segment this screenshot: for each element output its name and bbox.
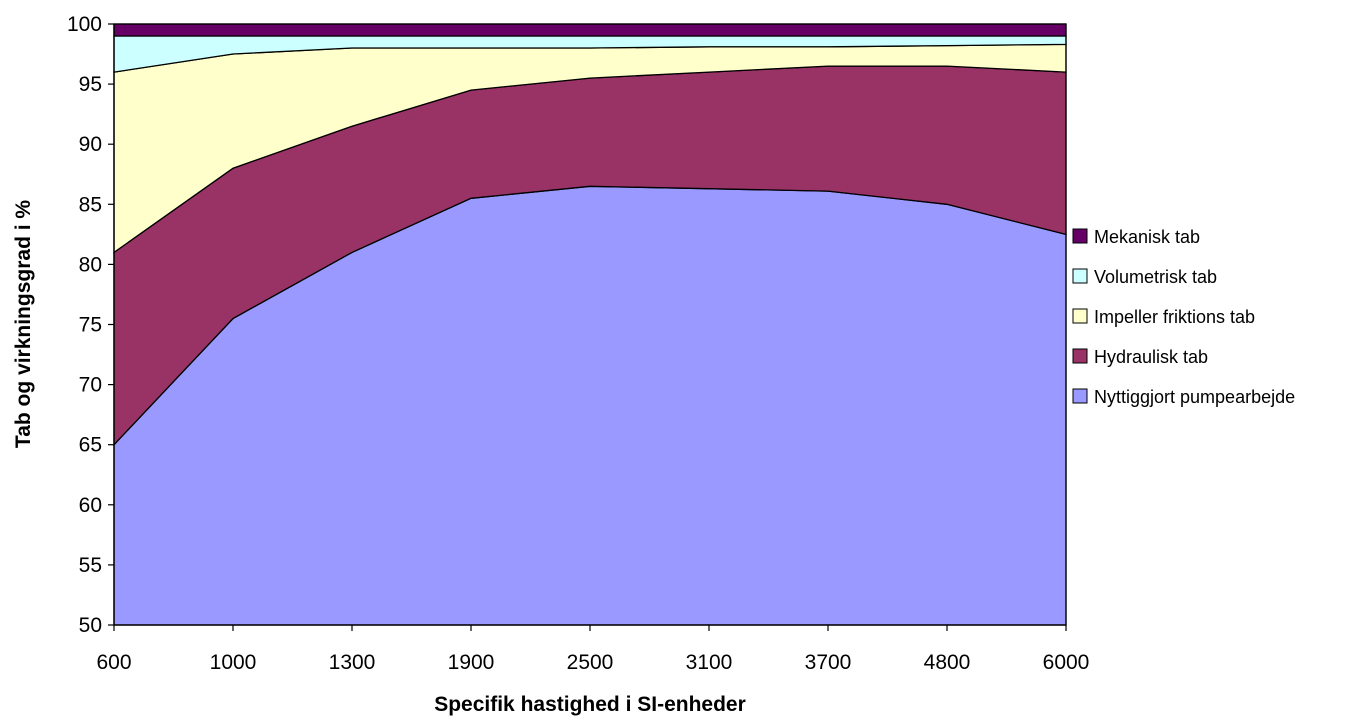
- legend-item-hydraulisk-tab: Hydraulisk tab: [1072, 347, 1208, 367]
- y-tick-label: 100: [67, 13, 102, 36]
- area-layers: [113, 23, 1067, 626]
- area-mekanisk-tab: [113, 23, 1067, 37]
- legend-label: Volumetrisk tab: [1094, 267, 1217, 287]
- x-tick-label: 2500: [567, 651, 614, 674]
- legend-swatch: [1072, 228, 1088, 244]
- x-tick-label: 600: [96, 651, 131, 674]
- legend-swatch: [1072, 308, 1088, 324]
- y-tick-label: 80: [79, 253, 102, 276]
- tick-labels: 50 55 60 65 70 75 80 85 90 95 100 600 1000 1300 1900 25…: [67, 13, 1089, 674]
- legend-item-impeller-friktions-tab: Impeller friktions tab: [1072, 307, 1255, 327]
- y-tick-label: 65: [79, 434, 102, 457]
- x-tick-label: 1900: [448, 651, 495, 674]
- legend-item-volumetrisk-tab: Volumetrisk tab: [1072, 267, 1217, 287]
- y-tick-label: 55: [79, 554, 102, 577]
- y-tick-label: 50: [79, 614, 102, 637]
- y-tick-label: 95: [79, 73, 102, 96]
- x-tick-label: 4800: [924, 651, 971, 674]
- x-tick-label: 1300: [329, 651, 376, 674]
- x-tick-label: 3100: [686, 651, 733, 674]
- legend-item-mekanisk-tab: Mekanisk tab: [1072, 227, 1200, 247]
- legend-swatch: [1072, 348, 1088, 364]
- legend-label: Nyttiggjort pumpearbejde: [1094, 387, 1295, 407]
- y-tick-label: 90: [79, 133, 102, 156]
- x-tick-label: 1000: [210, 651, 257, 674]
- y-tick-label: 70: [79, 374, 102, 397]
- y-axis-title: Tab og virkningsgrad i %: [12, 200, 35, 448]
- y-tick-label: 75: [79, 314, 102, 337]
- legend-label: Impeller friktions tab: [1094, 307, 1255, 327]
- x-axis-title: Specifik hastighed i SI-enheder: [434, 693, 746, 716]
- legend: Mekanisk tab Volumetrisk tab Impeller frik…: [1072, 227, 1295, 407]
- legend-swatch: [1072, 388, 1088, 404]
- y-tick-label: 85: [79, 193, 102, 216]
- legend-label: Hydraulisk tab: [1094, 347, 1208, 367]
- x-tick-label: 3700: [805, 651, 852, 674]
- legend-item-nyttiggjort-pumpearbejde: Nyttiggjort pumpearbejde: [1072, 387, 1295, 407]
- legend-swatch: [1072, 268, 1088, 284]
- x-tick-label: 6000: [1043, 651, 1090, 674]
- legend-label: Mekanisk tab: [1094, 227, 1200, 247]
- y-tick-label: 60: [79, 494, 102, 517]
